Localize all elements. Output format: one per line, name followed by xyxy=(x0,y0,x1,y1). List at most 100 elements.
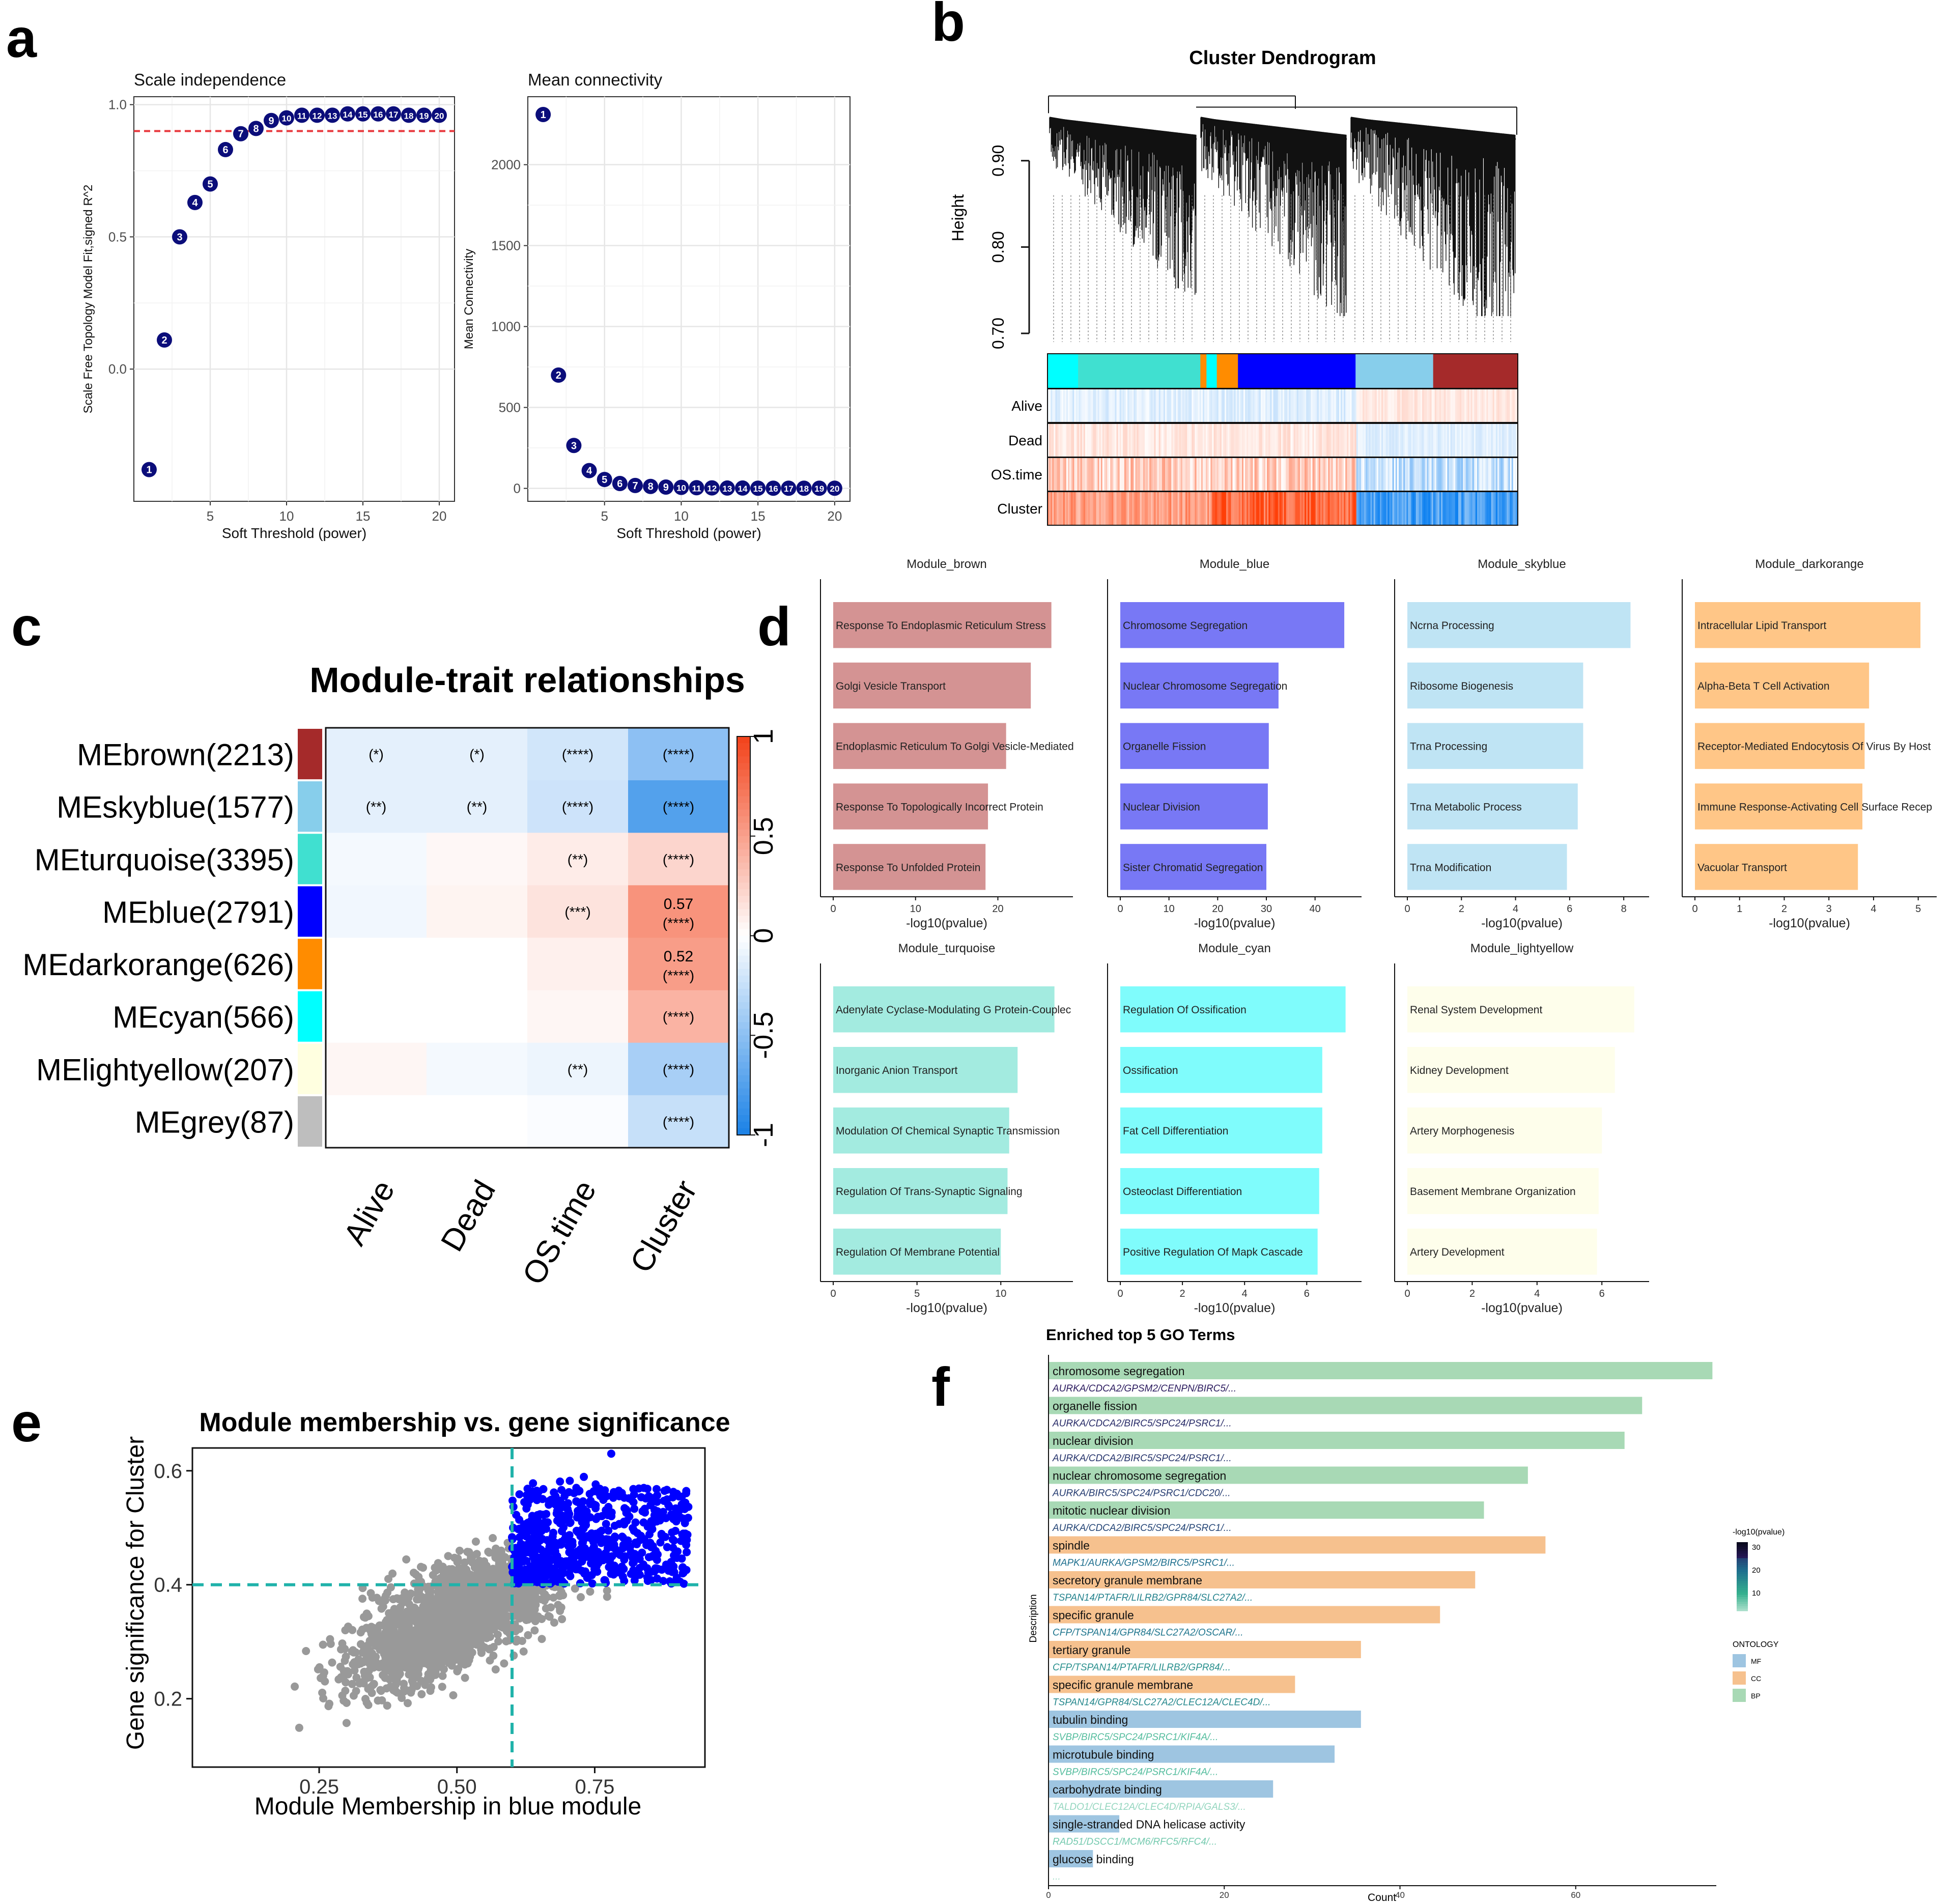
trait-strip xyxy=(1372,492,1374,525)
trait-strip xyxy=(1494,492,1496,525)
trait-strip xyxy=(1201,423,1203,457)
legend-gradient-step xyxy=(737,1048,750,1056)
enrichment-bar xyxy=(1120,844,1267,890)
trait-strip xyxy=(1409,423,1412,457)
trait-strip xyxy=(1499,458,1501,491)
trait-strip xyxy=(1312,389,1315,422)
trait-strip xyxy=(1082,389,1084,422)
trait-strip xyxy=(1314,492,1316,525)
legend-gradient-step xyxy=(737,1121,750,1129)
trait-strip xyxy=(1082,458,1084,491)
trait-strip xyxy=(1453,492,1456,525)
trait-strip xyxy=(1231,389,1233,422)
trait-strip xyxy=(1124,389,1126,422)
color-legend-step xyxy=(1737,1542,1748,1545)
trait-strip xyxy=(1130,423,1132,457)
trait-strip xyxy=(1271,458,1274,491)
trait-strip xyxy=(1198,492,1200,525)
trait-strip xyxy=(1284,458,1286,491)
trait-strip xyxy=(1064,423,1067,457)
trait-strip xyxy=(1305,458,1307,491)
data-point xyxy=(325,107,340,123)
trait-strip xyxy=(1271,423,1274,457)
trait-strip xyxy=(1273,423,1276,457)
heatmap-cell xyxy=(527,1042,629,1096)
trait-strip xyxy=(1080,458,1083,491)
trait-strip xyxy=(1453,458,1456,491)
trait-strip xyxy=(1339,389,1341,422)
trait-strip xyxy=(1151,423,1153,457)
go-term-label: tertiary granule xyxy=(1053,1643,1130,1657)
trait-strip xyxy=(1287,458,1289,491)
heatmap-cell xyxy=(427,833,528,886)
trait-strip xyxy=(1464,423,1466,457)
x-tick-label: 5 xyxy=(1915,903,1921,915)
trait-strip xyxy=(1232,389,1235,422)
trait-strip xyxy=(1511,492,1514,525)
point-label: 5 xyxy=(602,474,607,486)
trait-strip xyxy=(1436,423,1438,457)
x-tick-label: 40 xyxy=(1395,1890,1405,1900)
module-color-swatch xyxy=(298,886,322,937)
trait-strip xyxy=(1337,458,1340,491)
trait-strip xyxy=(1301,389,1304,422)
trait-strip xyxy=(1325,389,1327,422)
x-tick-label: 2 xyxy=(1469,1288,1475,1299)
x-tick-label: 20 xyxy=(432,508,447,524)
trait-strip xyxy=(1268,423,1270,457)
color-legend-title: -log10(pvalue) xyxy=(1733,1528,1785,1537)
trait-strip xyxy=(1137,423,1139,457)
heatmap-cell xyxy=(527,780,629,833)
trait-strip xyxy=(1470,423,1473,457)
trait-strip xyxy=(1259,492,1261,525)
trait-strip xyxy=(1118,492,1120,525)
trait-strip xyxy=(1243,389,1245,422)
trait-strip xyxy=(1353,389,1355,422)
color-legend-tick: 20 xyxy=(1752,1566,1761,1575)
trait-strip xyxy=(1063,389,1065,422)
legend-gradient-step xyxy=(737,1055,750,1063)
enrichment-bar xyxy=(833,1229,1001,1275)
trait-strip xyxy=(1419,423,1421,457)
point-label: 4 xyxy=(192,197,198,209)
trait-strip xyxy=(1109,458,1111,491)
trait-strip xyxy=(1135,389,1138,422)
legend-gradient-step xyxy=(737,1068,750,1076)
trait-strip xyxy=(1326,423,1328,457)
row-label: MEgrey(87) xyxy=(135,1105,294,1139)
legend-tick-label: 0 xyxy=(748,928,779,943)
trait-strip xyxy=(1171,458,1173,491)
trait-strip xyxy=(1425,458,1427,491)
trait-strip xyxy=(1182,458,1184,491)
panel-letter-b: b xyxy=(931,0,965,52)
legend-gradient-step xyxy=(737,1062,750,1069)
heatmap-frame xyxy=(325,727,730,1149)
trait-strip xyxy=(1361,458,1363,491)
legend-gradient-step xyxy=(737,975,750,983)
trait-strip xyxy=(1467,423,1470,457)
trait-strip xyxy=(1055,423,1058,457)
trait-strip xyxy=(1167,492,1169,525)
color-legend-step xyxy=(1737,1570,1748,1573)
trait-strip xyxy=(1058,389,1061,422)
trait-strip xyxy=(1351,458,1354,491)
trait-strip xyxy=(1325,458,1327,491)
trait-strip xyxy=(1364,458,1366,491)
y-tick-label: 0.0 xyxy=(108,361,127,377)
trait-strip xyxy=(1054,492,1056,525)
point-label: 17 xyxy=(389,110,399,120)
trait-row-label: Dead xyxy=(1008,433,1042,448)
trait-strip xyxy=(1472,423,1475,457)
y-tick-label: 0.90 xyxy=(989,145,1007,177)
column-label: OS.time xyxy=(516,1175,603,1291)
trait-strip xyxy=(1149,458,1151,491)
trait-strip xyxy=(1259,389,1261,422)
trait-strip xyxy=(1510,458,1512,491)
trait-strip xyxy=(1243,458,1245,491)
color-legend-step xyxy=(1737,1544,1748,1547)
trait-strip xyxy=(1119,458,1122,491)
trait-strip xyxy=(1132,423,1134,457)
trait-strip xyxy=(1311,458,1313,491)
